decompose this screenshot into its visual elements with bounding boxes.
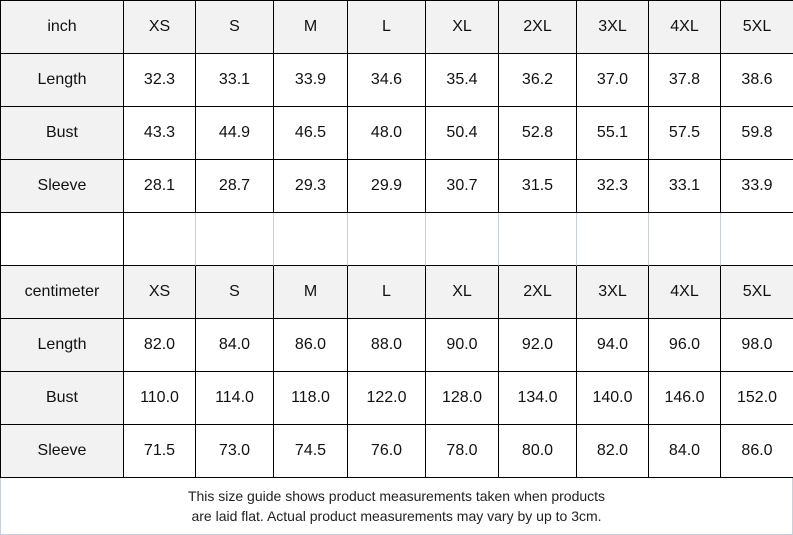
size-chart-table: inch XS S M L XL 2XL 3XL 4XL 5XL Length 32.3 33.1 33.…	[0, 0, 793, 478]
measure-value-cell: 118.0	[274, 372, 348, 425]
measure-value-cell: 80.0	[499, 425, 577, 478]
measure-value-cell: 94.0	[577, 319, 649, 372]
spacer-cell	[577, 213, 649, 266]
spacer-cell	[499, 213, 577, 266]
measure-value-cell: 34.6	[348, 54, 426, 107]
measure-value-cell: 38.6	[721, 54, 793, 107]
measure-value-cell: 44.9	[196, 107, 274, 160]
measure-value-cell: 73.0	[196, 425, 274, 478]
measure-value-cell: 37.8	[649, 54, 721, 107]
size-header-cell: XL	[426, 1, 499, 54]
size-header-cell: L	[348, 266, 426, 319]
measure-value-cell: 110.0	[124, 372, 196, 425]
measure-label-cell: Sleeve	[1, 425, 124, 478]
spacer-cell	[649, 213, 721, 266]
measure-value-cell: 52.8	[499, 107, 577, 160]
size-header-cell: S	[196, 266, 274, 319]
size-header-cell: 4XL	[649, 1, 721, 54]
measure-label-cell: Sleeve	[1, 160, 124, 213]
size-header-cell: M	[274, 266, 348, 319]
spacer-cell	[196, 213, 274, 266]
measure-value-cell: 32.3	[124, 54, 196, 107]
measure-value-cell: 57.5	[649, 107, 721, 160]
measure-value-cell: 86.0	[274, 319, 348, 372]
note-line-1: This size guide shows product measuremen…	[187, 488, 606, 504]
measure-value-cell: 74.5	[274, 425, 348, 478]
measure-value-cell: 35.4	[426, 54, 499, 107]
size-header-cell: 3XL	[577, 1, 649, 54]
size-header-cell: 5XL	[721, 266, 793, 319]
measure-value-cell: 31.5	[499, 160, 577, 213]
measure-value-cell: 92.0	[499, 319, 577, 372]
size-header-cell: XS	[124, 266, 196, 319]
measure-value-cell: 71.5	[124, 425, 196, 478]
measure-value-cell: 33.1	[649, 160, 721, 213]
size-header-cell: XS	[124, 1, 196, 54]
measure-value-cell: 55.1	[577, 107, 649, 160]
measure-value-cell: 28.1	[124, 160, 196, 213]
measure-value-cell: 76.0	[348, 425, 426, 478]
unit-header-cell: inch	[1, 1, 124, 54]
measure-value-cell: 29.9	[348, 160, 426, 213]
measure-value-cell: 114.0	[196, 372, 274, 425]
measure-label-cell: Bust	[1, 372, 124, 425]
measure-value-cell: 46.5	[274, 107, 348, 160]
measure-value-cell: 29.3	[274, 160, 348, 213]
note-line-2: are laid flat. Actual product measuremen…	[191, 508, 602, 524]
measure-value-cell: 33.9	[721, 160, 793, 213]
measure-value-cell: 33.9	[274, 54, 348, 107]
measure-value-cell: 48.0	[348, 107, 426, 160]
size-header-cell: S	[196, 1, 274, 54]
measure-value-cell: 78.0	[426, 425, 499, 478]
measure-value-cell: 134.0	[499, 372, 577, 425]
size-header-cell: L	[348, 1, 426, 54]
measure-value-cell: 96.0	[649, 319, 721, 372]
measure-value-cell: 33.1	[196, 54, 274, 107]
spacer-cell	[124, 213, 196, 266]
size-header-cell: 4XL	[649, 266, 721, 319]
measure-value-cell: 32.3	[577, 160, 649, 213]
measure-label-cell: Length	[1, 54, 124, 107]
measure-value-cell: 28.7	[196, 160, 274, 213]
measure-value-cell: 88.0	[348, 319, 426, 372]
measure-value-cell: 128.0	[426, 372, 499, 425]
measure-value-cell: 86.0	[721, 425, 793, 478]
measure-value-cell: 146.0	[649, 372, 721, 425]
measure-value-cell: 50.4	[426, 107, 499, 160]
measure-value-cell: 140.0	[577, 372, 649, 425]
measure-label-cell: Bust	[1, 107, 124, 160]
measure-value-cell: 36.2	[499, 54, 577, 107]
size-header-cell: XL	[426, 266, 499, 319]
spacer-cell	[274, 213, 348, 266]
size-header-cell: 2XL	[499, 266, 577, 319]
measure-value-cell: 82.0	[577, 425, 649, 478]
spacer-cell	[348, 213, 426, 266]
size-header-cell: 2XL	[499, 1, 577, 54]
measure-value-cell: 98.0	[721, 319, 793, 372]
size-header-cell: 3XL	[577, 266, 649, 319]
measure-value-cell: 84.0	[196, 319, 274, 372]
spacer-cell	[721, 213, 793, 266]
spacer-cell	[1, 213, 124, 266]
measure-value-cell: 82.0	[124, 319, 196, 372]
measure-value-cell: 59.8	[721, 107, 793, 160]
measure-value-cell: 43.3	[124, 107, 196, 160]
spacer-cell	[426, 213, 499, 266]
measure-value-cell: 84.0	[649, 425, 721, 478]
size-header-cell: 5XL	[721, 1, 793, 54]
measure-label-cell: Length	[1, 319, 124, 372]
size-header-cell: M	[274, 1, 348, 54]
size-guide-note: This size guide shows product measuremen…	[0, 478, 793, 535]
measure-value-cell: 37.0	[577, 54, 649, 107]
measure-value-cell: 122.0	[348, 372, 426, 425]
unit-header-cell: centimeter	[1, 266, 124, 319]
measure-value-cell: 152.0	[721, 372, 793, 425]
measure-value-cell: 90.0	[426, 319, 499, 372]
measure-value-cell: 30.7	[426, 160, 499, 213]
